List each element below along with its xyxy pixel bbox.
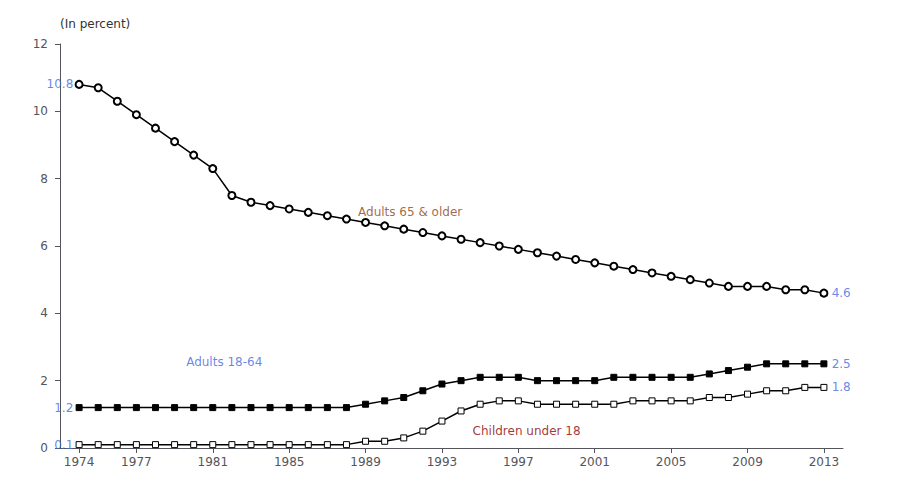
- svg-text:2001: 2001: [579, 455, 610, 469]
- svg-text:0.1: 0.1: [54, 438, 73, 452]
- svg-text:12: 12: [33, 37, 48, 51]
- svg-text:2009: 2009: [732, 455, 763, 469]
- svg-text:1997: 1997: [503, 455, 534, 469]
- svg-text:10: 10: [33, 104, 48, 118]
- svg-text:(In percent): (In percent): [60, 17, 130, 31]
- svg-text:6: 6: [40, 239, 48, 253]
- svg-text:4.6: 4.6: [832, 286, 851, 300]
- svg-text:1989: 1989: [350, 455, 381, 469]
- svg-text:Children under 18: Children under 18: [473, 424, 581, 438]
- svg-text:Adults 18-64: Adults 18-64: [186, 355, 262, 369]
- svg-text:2013: 2013: [809, 455, 840, 469]
- svg-text:2.5: 2.5: [832, 357, 851, 371]
- svg-text:1985: 1985: [274, 455, 305, 469]
- svg-text:2005: 2005: [656, 455, 687, 469]
- svg-text:4: 4: [40, 306, 48, 320]
- svg-text:Adults 65 & older: Adults 65 & older: [358, 205, 462, 219]
- svg-text:1981: 1981: [198, 455, 229, 469]
- svg-text:1974: 1974: [64, 455, 95, 469]
- svg-text:10.8: 10.8: [47, 77, 74, 91]
- svg-text:2: 2: [40, 374, 48, 388]
- svg-text:1.2: 1.2: [54, 401, 73, 415]
- svg-text:1993: 1993: [427, 455, 458, 469]
- svg-text:1.8: 1.8: [832, 380, 851, 394]
- svg-text:1977: 1977: [121, 455, 152, 469]
- svg-text:8: 8: [40, 172, 48, 186]
- svg-text:0: 0: [40, 441, 48, 455]
